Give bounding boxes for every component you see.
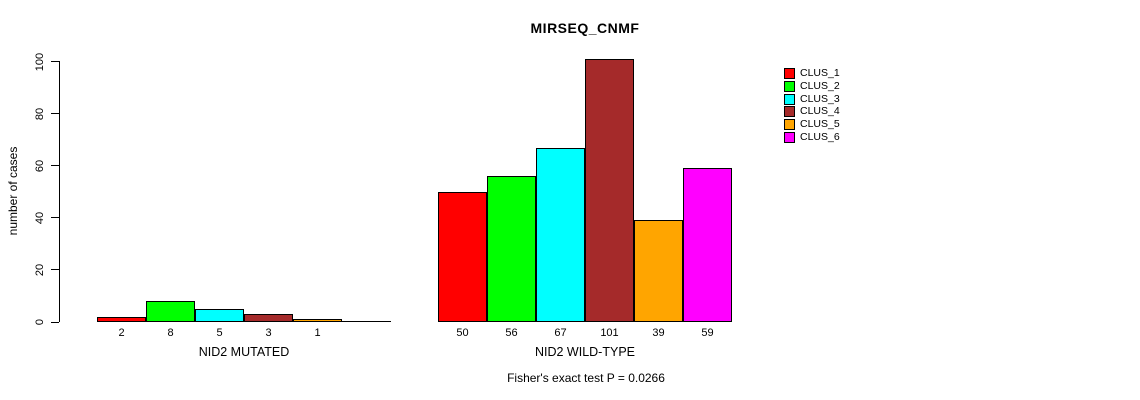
legend-swatch-clus_3 [784, 93, 795, 105]
legend-item: CLUS_5 [784, 118, 840, 131]
x-axis-group-label: NID2 WILD-TYPE [534, 345, 635, 359]
y-axis-tick-mark [51, 321, 59, 323]
bar-value-label: 8 [167, 327, 174, 339]
y-axis-tick-label: 80 [34, 107, 46, 120]
bar-value-label: 67 [554, 327, 567, 339]
bar-clus_1-mutated [97, 317, 146, 322]
bar-value-label: 101 [600, 327, 619, 339]
legend-label: CLUS_2 [800, 79, 840, 92]
y-axis-tick-mark [51, 165, 59, 167]
legend-label: CLUS_4 [800, 105, 840, 118]
legend-item: CLUS_3 [784, 92, 840, 105]
legend-label: CLUS_6 [800, 131, 840, 143]
bar-value-label: 50 [456, 327, 469, 339]
y-axis-tick-mark [51, 61, 59, 63]
bar-value-label: 2 [118, 327, 125, 339]
y-axis-tick-label: 20 [34, 263, 46, 277]
legend-item: CLUS_6 [784, 132, 840, 143]
bar-clus_6-mutated [342, 321, 391, 322]
bar-clus_6-wild-type [683, 168, 732, 322]
bar-clus_3-mutated [195, 309, 244, 322]
bar-value-label: 5 [216, 327, 223, 339]
legend-item: CLUS_2 [784, 79, 840, 92]
legend-swatch-clus_1 [784, 68, 795, 79]
bar-clus_5-mutated [293, 319, 342, 322]
legend-swatch-clus_2 [784, 80, 795, 92]
fisher-test-annotation: Fisher's exact test P = 0.0266 [507, 371, 665, 385]
y-axis-tick-mark [51, 113, 59, 115]
bar-value-label: 56 [505, 327, 518, 339]
legend-item: CLUS_4 [784, 105, 840, 118]
bar-value-label: 39 [652, 327, 665, 339]
legend-label: CLUS_1 [800, 67, 840, 79]
y-axis-tick-mark [51, 269, 59, 271]
bar-clus_4-wild-type [585, 59, 634, 322]
bar-value-label: 59 [701, 327, 714, 339]
bar-clus_5-wild-type [634, 220, 683, 322]
y-axis-title: number of cases [6, 146, 20, 236]
legend-swatch-clus_5 [784, 119, 795, 131]
bar-clus_1-wild-type [438, 192, 487, 322]
y-axis-tick-label: 40 [34, 211, 46, 224]
y-axis-line [59, 61, 60, 322]
legend-swatch-clus_4 [784, 106, 795, 118]
y-axis-tick-label: 0 [34, 318, 46, 326]
bar-clus_2-wild-type [487, 176, 536, 322]
y-axis-tick-mark [51, 217, 59, 219]
y-axis-tick-label: 60 [34, 159, 46, 172]
bar-clus_4-mutated [244, 314, 293, 322]
legend-swatch-clus_6 [784, 132, 795, 143]
x-axis-group-label: NID2 MUTATED [198, 345, 290, 359]
bar-value-label: 3 [265, 327, 272, 339]
legend-label: CLUS_3 [800, 92, 840, 105]
legend-label: CLUS_5 [800, 118, 840, 131]
bar-clus_2-mutated [146, 301, 195, 322]
legend-item: CLUS_1 [784, 68, 840, 79]
y-axis-tick-label: 100 [34, 52, 46, 71]
bar-clus_3-wild-type [536, 148, 585, 322]
chart-title: MIRSEQ_CNMF [530, 20, 640, 36]
bar-value-label: 1 [314, 327, 321, 339]
